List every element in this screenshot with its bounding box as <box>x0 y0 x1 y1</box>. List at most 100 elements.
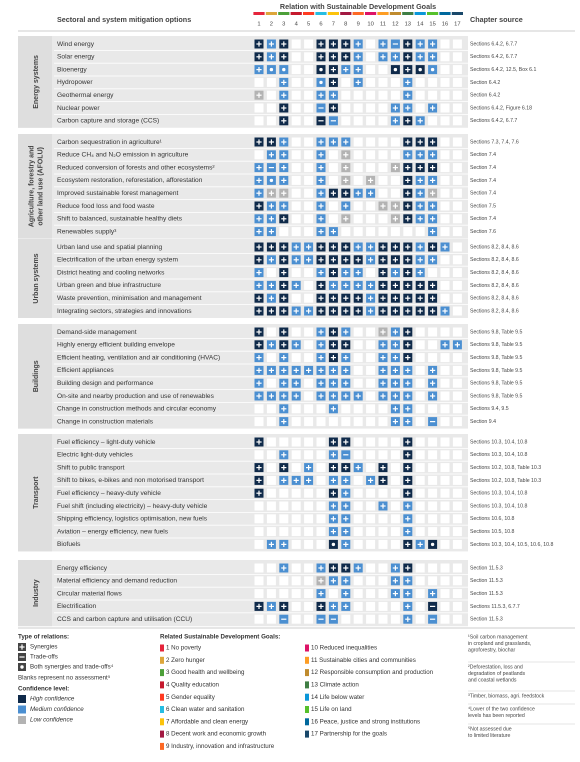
confidence-swatch <box>18 695 26 703</box>
sdg-number: 5 <box>307 22 310 28</box>
blank-cell <box>415 488 425 498</box>
chapter-source: Section 11.5.3 <box>470 591 503 597</box>
option-label: Wind energy <box>57 41 95 48</box>
blank-cell <box>353 417 363 427</box>
chapter-source: Sections 7.3, 7.4, 7.6 <box>470 139 519 145</box>
blank-cell <box>366 65 376 75</box>
group-label: other land use (AFOLU) <box>37 147 44 226</box>
blank-cell <box>304 150 314 160</box>
blank-cell <box>366 601 376 611</box>
blank-cell <box>291 417 301 427</box>
blank-cell <box>341 614 351 624</box>
sdg-strip <box>352 12 364 15</box>
blank-cell <box>452 280 462 290</box>
blank-cell <box>353 353 363 363</box>
blank-cell <box>279 514 289 524</box>
option-label: Shift to public transport <box>57 464 125 471</box>
sdg-swatch <box>160 681 164 689</box>
blank-cell <box>378 65 388 75</box>
blank-cell <box>304 391 314 401</box>
blank-cell <box>415 576 425 586</box>
blank-cell <box>366 463 376 473</box>
blank-cell <box>328 417 338 427</box>
blank-cell <box>254 150 264 160</box>
footnote: degradation of peatlands <box>468 671 526 677</box>
sdg-number: 11 <box>380 22 386 28</box>
blank-cell <box>266 116 276 126</box>
group-label: Industry <box>33 579 40 607</box>
blank-cell <box>452 563 462 573</box>
footnote: levels has been reported <box>468 713 525 719</box>
options-heading: Sectoral and system mitigation options <box>57 15 191 24</box>
blank-cell <box>390 539 400 549</box>
blank-cell <box>291 563 301 573</box>
blank-cell <box>452 450 462 460</box>
blank-cell <box>353 589 363 599</box>
chapter-source: Sections 8.2, 8.4, 8.6 <box>470 283 519 289</box>
blank-cell <box>316 463 326 473</box>
sdg-swatch <box>305 656 309 664</box>
group-band <box>18 134 468 239</box>
blank-cell <box>353 163 363 173</box>
blank-cell <box>304 77 314 87</box>
option-label: Ecosystem restoration, reforestation, af… <box>57 177 203 184</box>
blank-cell <box>440 39 450 49</box>
blank-cell <box>428 404 438 414</box>
blank-cell <box>366 563 376 573</box>
blank-cell <box>353 450 363 460</box>
option-label: On-site and nearby production and use of… <box>57 393 215 400</box>
blank-cell <box>452 201 462 211</box>
blank-cell <box>440 463 450 473</box>
option-label: Shift to bikes, e-bikes and non motorise… <box>57 477 204 484</box>
blank-cell <box>390 137 400 147</box>
blank-cell <box>440 601 450 611</box>
blank-cell <box>390 475 400 485</box>
group-label-band <box>18 324 52 429</box>
option-label: Shipping efficiency, logistics optimisat… <box>57 516 208 523</box>
relation-label: Both synergies and trade-offs⁴ <box>30 664 114 671</box>
blank-cell <box>353 227 363 237</box>
sdg-legend-label: 13 Climate action <box>311 682 359 689</box>
blank-cell <box>304 539 314 549</box>
blank-cell <box>366 527 376 537</box>
sdg-legend-label: 4 Quality education <box>166 682 220 689</box>
blank-cell <box>390 488 400 498</box>
relations-title: Type of relations: <box>18 634 69 641</box>
blank-cell <box>353 501 363 511</box>
chapter-source: Sections 8.2, 8.4, 8.6 <box>470 270 519 276</box>
sdg-legend-label: 6 Clean water and sanitation <box>166 706 245 713</box>
blank-cell <box>279 589 289 599</box>
blank-cell <box>452 242 462 252</box>
option-label: CCS and carbon capture and utilisation (… <box>57 616 192 623</box>
blank-cell <box>440 214 450 224</box>
blank-cell <box>304 188 314 198</box>
blank-cell <box>440 255 450 265</box>
sdg-swatch <box>160 669 164 677</box>
blank-cell <box>266 103 276 113</box>
relation-label: Trade-offs <box>30 654 58 661</box>
sdg-swatch <box>160 718 164 726</box>
blank-cell <box>291 227 301 237</box>
blank-cell <box>378 614 388 624</box>
blank-cell <box>366 340 376 350</box>
blank-cell <box>440 437 450 447</box>
blank-cell <box>452 353 462 363</box>
blank-cell <box>304 404 314 414</box>
option-label: Electrification of the urban energy syst… <box>57 257 178 264</box>
blank-cell <box>415 514 425 524</box>
blank-cell <box>366 378 376 388</box>
blank-cell <box>428 450 438 460</box>
blank-cell <box>266 378 276 388</box>
blank-cell <box>452 475 462 485</box>
group-label: Energy systems <box>33 55 40 109</box>
blank-cell <box>341 417 351 427</box>
blank-cell <box>452 576 462 586</box>
sdg-number: 13 <box>405 22 411 28</box>
blank-cell <box>291 201 301 211</box>
option-label: Change in construction methods and circu… <box>57 406 217 413</box>
blank-cell <box>452 39 462 49</box>
option-label: Efficient heating, ventilation and air c… <box>57 354 220 361</box>
blank-cell <box>390 614 400 624</box>
sdg-strip <box>451 12 463 15</box>
relation-label: Synergies <box>30 644 58 651</box>
